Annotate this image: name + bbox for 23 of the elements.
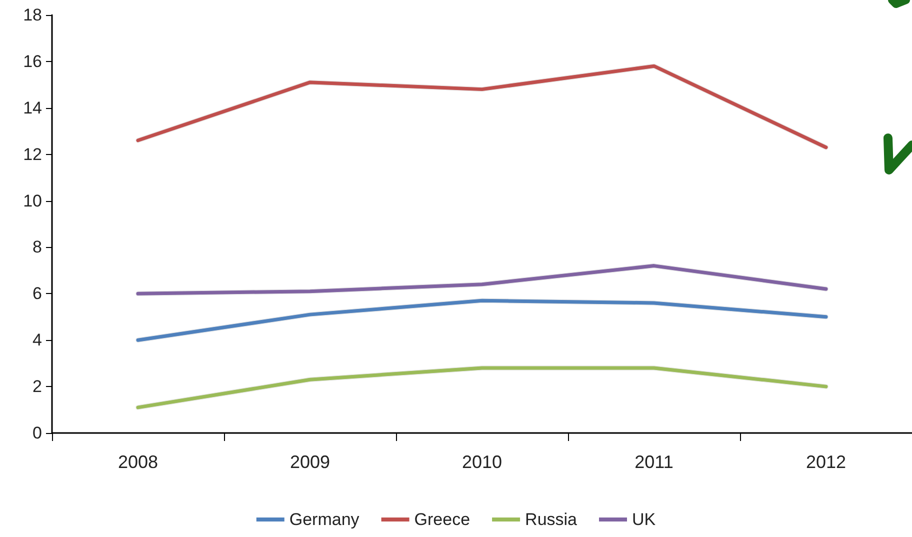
x-tick-label: 2010	[462, 452, 502, 472]
x-tick-label: 2009	[290, 452, 330, 472]
y-tick-label: 6	[32, 284, 42, 304]
y-tick-label: 10	[23, 191, 42, 210]
legend-label: UK	[632, 510, 656, 529]
y-tick-label: 12	[23, 144, 42, 164]
x-tick-label: 2012	[806, 452, 846, 472]
y-tick-label: 8	[32, 238, 42, 257]
line-series	[136, 264, 828, 296]
legend-label: Germany	[289, 510, 360, 529]
line-series	[136, 298, 828, 342]
y-tick-label: 2	[32, 377, 42, 396]
y-tick-label: 14	[23, 98, 42, 118]
line-series	[136, 366, 828, 410]
legend-label: Russia	[525, 510, 578, 529]
y-tick-label: 18	[23, 6, 42, 24]
x-tick-label: 2008	[118, 452, 158, 472]
y-tick-label: 16	[23, 52, 42, 71]
x-tick-label: 2011	[634, 452, 674, 472]
y-tick-label: 4	[32, 330, 42, 350]
line-series	[136, 64, 828, 150]
y-tick-label: 0	[32, 424, 42, 442]
legend-label: Greece	[414, 510, 470, 529]
